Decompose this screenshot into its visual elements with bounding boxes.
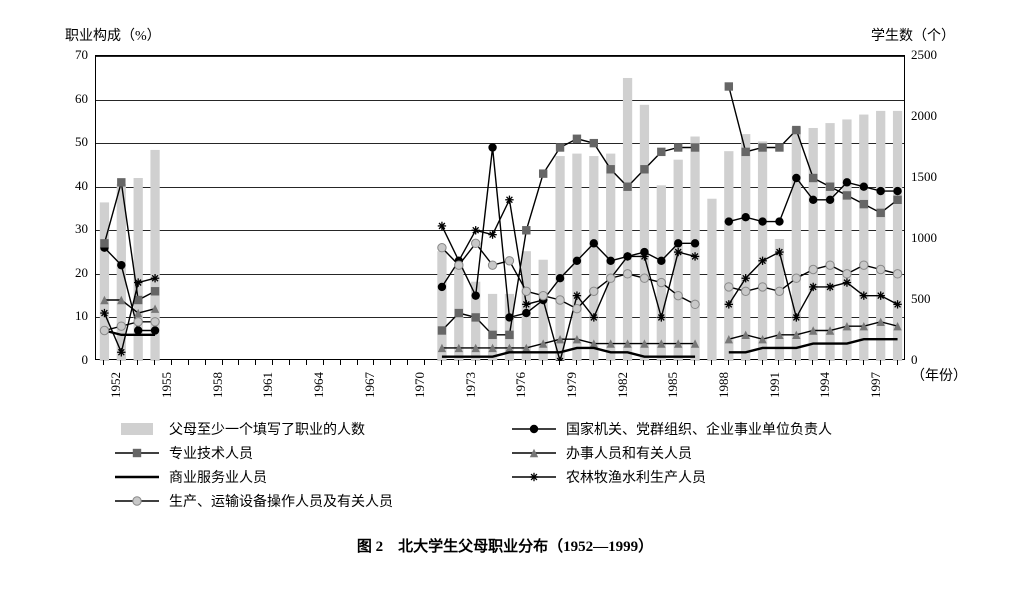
x-tick: 1976 <box>513 372 529 398</box>
bar <box>809 128 818 361</box>
x-axis-label: （年份） <box>911 365 967 385</box>
y-left-title: 职业构成（%） <box>65 25 161 45</box>
y-left-tick: 30 <box>60 221 88 237</box>
x-tick: 1997 <box>868 372 884 398</box>
legend-item-gov_leaders: 国家机关、党群组织、企业事业单位负责人 <box>510 419 887 439</box>
legend-swatch <box>113 445 161 461</box>
x-tick: 1952 <box>108 372 124 398</box>
x-tick: 1979 <box>564 372 580 398</box>
legend-swatch <box>510 469 558 485</box>
x-tick: 1955 <box>159 372 175 398</box>
legend-label: 办事人员和有关人员 <box>566 443 692 463</box>
x-tick: 1982 <box>615 372 631 398</box>
x-tick: 1964 <box>311 372 327 398</box>
x-tick: 1970 <box>412 372 428 398</box>
legend-label: 商业服务业人员 <box>169 467 267 487</box>
legend-swatch <box>113 469 161 485</box>
y-left-tick: 60 <box>60 91 88 107</box>
bar <box>623 78 632 361</box>
bar <box>707 199 716 361</box>
bar <box>690 137 699 361</box>
bar <box>100 202 109 361</box>
x-tick: 1958 <box>210 372 226 398</box>
data-layer <box>96 56 906 361</box>
bar <box>657 185 666 361</box>
legend-label: 农林牧渔水利生产人员 <box>566 467 706 487</box>
legend-label: 生产、运输设备操作人员及有关人员 <box>169 491 393 511</box>
y-left-tick: 20 <box>60 265 88 281</box>
y-right-tick: 1500 <box>911 169 937 185</box>
legend-swatch <box>113 493 161 509</box>
y-left-tick: 50 <box>60 134 88 150</box>
x-tick: 1973 <box>463 372 479 398</box>
bar <box>589 156 598 361</box>
legend-swatch <box>113 421 161 437</box>
legend-swatch <box>510 421 558 437</box>
legend-label: 父母至少一个填写了职业的人数 <box>169 419 365 439</box>
plot-area <box>95 55 905 360</box>
bar <box>775 239 784 361</box>
legend-item-clerks: 办事人员和有关人员 <box>510 443 887 463</box>
series-line-clerks <box>104 300 155 313</box>
chart-caption: 图 2 北大学生父母职业分布（1952—1999） <box>20 535 990 556</box>
x-tick: 1985 <box>665 372 681 398</box>
bar <box>674 160 683 361</box>
legend-item-bars_count: 父母至少一个填写了职业的人数 <box>113 419 490 439</box>
legend-label: 国家机关、党群组织、企业事业单位负责人 <box>566 419 832 439</box>
bar <box>724 151 733 361</box>
y-left-tick: 10 <box>60 308 88 324</box>
bar <box>825 123 834 361</box>
legend-item-professional: 专业技术人员 <box>113 443 490 463</box>
legend-swatch <box>510 445 558 461</box>
bar <box>758 141 767 361</box>
bar <box>741 134 750 361</box>
y-left-tick: 40 <box>60 178 88 194</box>
legend-item-agri: 农林牧渔水利生产人员 <box>510 467 887 487</box>
series-line-professional <box>104 182 155 300</box>
series-line-agri <box>104 278 155 352</box>
legend-label: 专业技术人员 <box>169 443 253 463</box>
x-tick: 1994 <box>817 372 833 398</box>
series-line-production <box>104 322 155 331</box>
y-left-tick: 70 <box>60 47 88 63</box>
bar <box>792 127 801 361</box>
bar <box>555 156 564 361</box>
x-tick: 1991 <box>767 372 783 398</box>
legend-item-production: 生产、运输设备操作人员及有关人员 <box>113 491 490 511</box>
legend: 父母至少一个填写了职业的人数 国家机关、党群组织、企业事业单位负责人专业技术人员 办… <box>105 415 895 515</box>
y-right-tick: 1000 <box>911 230 937 246</box>
y-right-tick: 500 <box>911 291 931 307</box>
y-right-title: 学生数（个） <box>871 25 955 45</box>
bar <box>640 105 649 361</box>
chart-container: 职业构成（%） 学生数（个） 010203040506070 050010001… <box>20 20 990 575</box>
x-tick: 1967 <box>362 372 378 398</box>
x-tick: 1988 <box>716 372 732 398</box>
y-right-tick: 2500 <box>911 47 937 63</box>
x-tick: 1961 <box>260 372 276 398</box>
y-left-tick: 0 <box>60 352 88 368</box>
legend-item-commerce: 商业服务业人员 <box>113 467 490 487</box>
y-right-tick: 2000 <box>911 108 937 124</box>
